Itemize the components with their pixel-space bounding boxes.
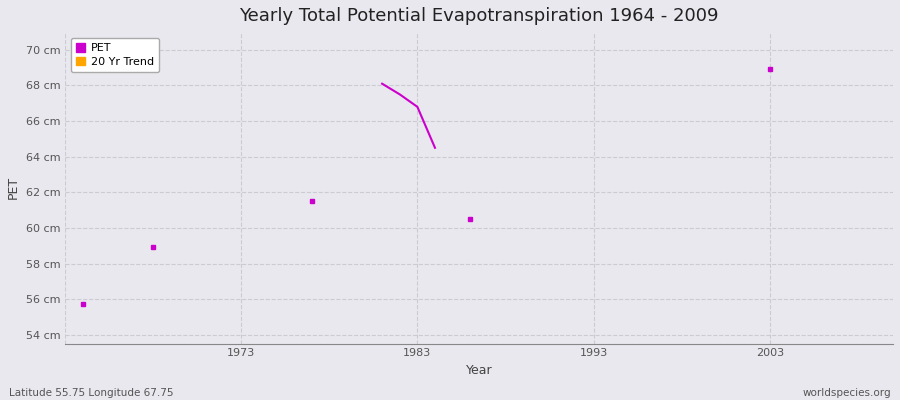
Y-axis label: PET: PET: [7, 176, 20, 200]
Text: Latitude 55.75 Longitude 67.75: Latitude 55.75 Longitude 67.75: [9, 388, 174, 398]
Title: Yearly Total Potential Evapotranspiration 1964 - 2009: Yearly Total Potential Evapotranspiratio…: [239, 7, 719, 25]
Text: worldspecies.org: worldspecies.org: [803, 388, 891, 398]
X-axis label: Year: Year: [465, 364, 492, 377]
Legend: PET, 20 Yr Trend: PET, 20 Yr Trend: [70, 38, 159, 72]
